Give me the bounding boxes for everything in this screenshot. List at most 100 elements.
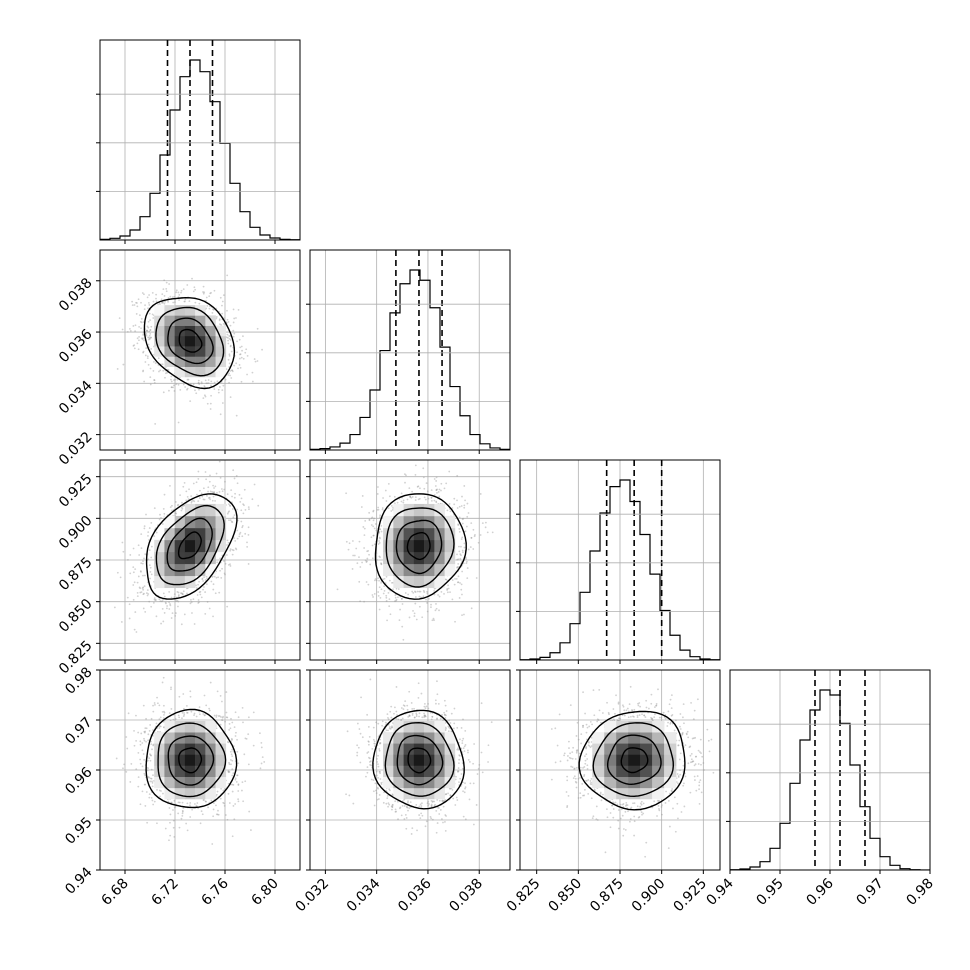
scatter-point — [143, 585, 146, 588]
scatter-point — [197, 478, 200, 480]
scatter-point — [232, 772, 235, 775]
scatter-point — [141, 337, 144, 340]
scatter-point — [231, 553, 234, 556]
scatter-point — [214, 592, 217, 595]
contour-3 — [578, 710, 686, 811]
scatter-point — [683, 805, 686, 808]
scatter-point — [164, 601, 167, 604]
scatter-point — [589, 780, 592, 782]
density-cell — [164, 575, 175, 589]
scatter-point — [453, 583, 456, 586]
scatter-point — [177, 591, 180, 594]
scatter-point — [170, 386, 173, 389]
scatter-point — [453, 722, 456, 725]
scatter-point — [151, 785, 154, 788]
scatter-point — [156, 696, 158, 699]
scatter-point — [153, 702, 156, 704]
scatter-point — [690, 701, 692, 704]
scatter-point — [129, 554, 132, 556]
scatter-point — [179, 494, 181, 497]
scatter-point — [225, 716, 228, 719]
scatter-point — [442, 821, 444, 824]
scatter-point — [374, 743, 377, 745]
scatter-point — [133, 729, 135, 732]
scatter-point — [441, 800, 444, 802]
density-cell — [184, 721, 196, 733]
scatter-point — [413, 707, 415, 710]
scatter-point — [669, 722, 672, 725]
scatter-point — [361, 561, 363, 564]
scatter-point — [579, 796, 582, 799]
scatter-point — [182, 485, 185, 488]
scatter-point — [162, 704, 165, 707]
scatter-point — [592, 689, 595, 692]
scatter-point — [201, 813, 204, 816]
histogram-3 — [730, 689, 930, 870]
scatter-point — [212, 588, 215, 591]
scatter-point — [149, 754, 152, 757]
scatter-point — [251, 371, 254, 374]
scatter-point — [404, 481, 406, 484]
scatter-point — [678, 739, 681, 742]
scatter-point — [421, 802, 423, 805]
scatter-point — [631, 709, 634, 712]
scatter-point — [633, 834, 636, 837]
scatter-point — [219, 797, 222, 800]
scatter-point — [589, 746, 592, 749]
density-cell — [413, 503, 425, 517]
scatter-point — [228, 504, 231, 507]
scatter-point — [224, 814, 227, 816]
scatter-point — [221, 567, 223, 570]
scatter-point — [160, 298, 163, 301]
scatter-points — [345, 678, 493, 835]
scatter-point — [367, 740, 370, 743]
scatter-point — [146, 769, 149, 772]
scatter-point — [396, 714, 398, 716]
scatter-point — [233, 514, 236, 516]
scatter-point — [467, 758, 470, 761]
scatter-point — [376, 798, 379, 801]
scatter-point — [150, 325, 153, 328]
scatter-point — [207, 382, 210, 384]
scatter-point — [372, 510, 375, 513]
scatter-point — [229, 370, 232, 372]
scatter-point — [566, 806, 568, 809]
density-cells — [592, 721, 677, 800]
scatter-point — [480, 702, 483, 705]
scatter-point — [221, 389, 224, 392]
scatter-point — [405, 805, 408, 808]
scatter-point — [230, 369, 233, 372]
scatter-point — [379, 514, 382, 517]
scatter-point — [611, 719, 614, 722]
x-tick-label: 0.900 — [629, 876, 669, 916]
scatter-point — [225, 336, 228, 339]
scatter-point — [146, 330, 148, 332]
scatter-point — [379, 528, 382, 531]
scatter-point — [382, 801, 385, 804]
scatter-point — [221, 719, 224, 721]
scatter-point — [217, 813, 220, 816]
scatter-point — [237, 308, 240, 311]
scatter-point — [200, 810, 203, 813]
scatter-point — [218, 460, 221, 463]
scatter-point — [693, 764, 696, 767]
scatter-point — [182, 383, 185, 386]
scatter-point — [460, 545, 462, 548]
scatter-point — [586, 779, 588, 782]
scatter-point — [144, 611, 147, 613]
scatter-point — [231, 548, 234, 551]
contour-1 — [167, 317, 214, 365]
density-cell — [154, 743, 165, 755]
scatter-point — [457, 566, 460, 568]
scatter-point — [669, 721, 672, 724]
scatter-point — [148, 549, 151, 552]
density-cell — [424, 575, 435, 589]
scatter-point — [575, 786, 578, 789]
scatter-point — [204, 471, 207, 473]
scatter-point — [380, 563, 383, 566]
scatter-point — [207, 379, 210, 381]
scatter-point — [173, 835, 176, 838]
density-cell — [205, 563, 216, 577]
scatter-point — [205, 307, 208, 310]
